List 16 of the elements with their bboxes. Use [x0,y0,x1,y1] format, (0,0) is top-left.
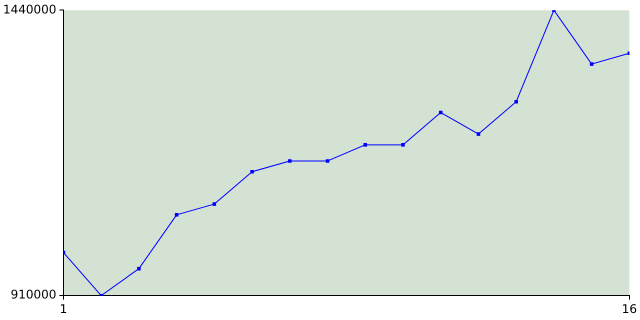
point [438,110,442,114]
point [137,266,141,270]
point [401,143,405,147]
point [288,159,292,163]
point [250,170,254,174]
point [326,159,330,163]
point [212,202,216,206]
x-tick-label: 1 [60,302,68,316]
point [514,100,518,104]
point [590,62,594,66]
y-tick-label: 910000 [10,288,56,302]
point [476,132,480,136]
point [363,143,368,147]
x-tick-label: 16 [622,302,638,316]
y-tick-label: 1440000 [2,2,56,16]
point [174,213,178,217]
